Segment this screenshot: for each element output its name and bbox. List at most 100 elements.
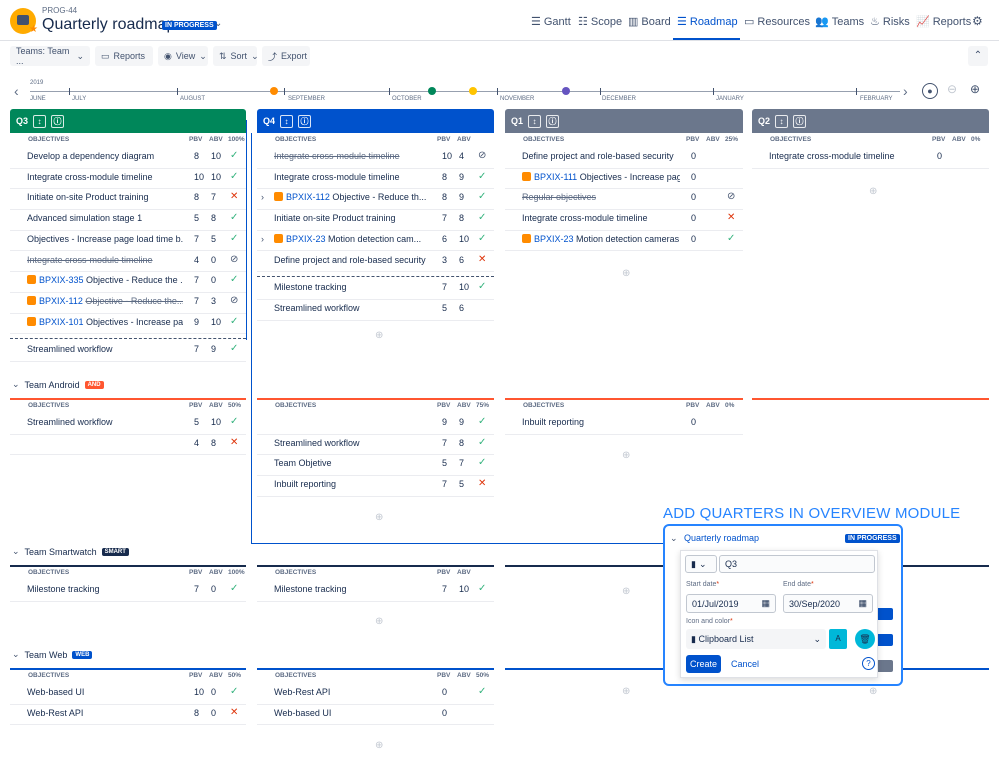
list-item[interactable]: BPXIX-111 Objectives - Increase page ...… <box>505 169 743 190</box>
add-objective-icon[interactable]: ⊕ <box>622 586 631 597</box>
issue-key[interactable]: BPXIX-111 <box>534 171 578 182</box>
objective-name[interactable]: Streamlined workflow <box>274 438 360 448</box>
quarter-name-input[interactable]: Q3 <box>719 555 875 573</box>
list-item[interactable]: Define project and role-based security 3 6… <box>257 252 494 273</box>
quarter-header-q4[interactable]: Q4 ↕ ⓘ <box>257 109 494 133</box>
reports-button[interactable]: ▭ Reports <box>95 46 153 66</box>
tab-board[interactable]: ▥ Board <box>628 15 671 29</box>
zoom-out-icon[interactable]: ⊖ <box>947 82 958 96</box>
quarter-header-q3[interactable]: Q3 ↕ ⓘ <box>10 109 246 133</box>
issue-key[interactable]: BPXIX-23 <box>286 233 326 244</box>
teams-filter-button[interactable]: Teams: Team ... ⌄ <box>10 46 90 66</box>
objective-name[interactable]: Integrate cross-module timeline <box>274 172 400 182</box>
objective-name[interactable]: Regular objectives <box>522 192 596 202</box>
end-date-input[interactable]: 30/Sep/2020 ▦ <box>783 594 873 613</box>
list-item[interactable]: 4 8 ✕ <box>10 435 246 456</box>
milestone-dot[interactable] <box>428 87 436 95</box>
sort-icon[interactable]: ↕ <box>775 114 789 128</box>
objective-name[interactable]: BPXIX-112 Objective - Reduce the... <box>27 295 183 306</box>
list-item[interactable]: Web-Rest API 8 0 ✕ <box>10 705 246 726</box>
view-button[interactable]: ◉ View ⌄ <box>158 46 208 66</box>
objective-name[interactable]: Initiate on-site Product training <box>274 213 396 223</box>
list-item[interactable]: BPXIX-335 Objective - Reduce the ... 7 0 ✓ <box>10 272 246 293</box>
calendar-icon[interactable]: ▦ <box>858 598 867 608</box>
tab-scope[interactable]: ☷ Scope <box>578 15 622 29</box>
objective-name[interactable]: Advanced simulation stage 1 <box>27 213 142 223</box>
icon-select[interactable]: ▮ ⌄ <box>685 555 717 573</box>
list-item[interactable]: Streamlined workflow 5 10 ✓ <box>10 414 246 435</box>
add-objective-icon[interactable]: ⊕ <box>869 186 878 197</box>
list-item[interactable]: Web-Rest API 0 ✓ <box>257 684 494 705</box>
star-icon[interactable]: ★ <box>29 24 38 35</box>
project-key[interactable]: PROG-44 <box>42 6 78 15</box>
chevron-down-icon[interactable]: ⌄ <box>12 649 20 659</box>
list-item[interactable]: Web-based UI 0 <box>257 705 494 726</box>
zoom-in-icon[interactable]: ⊕ <box>970 82 981 96</box>
add-objective-icon[interactable]: ⊕ <box>622 686 631 697</box>
today-target-icon[interactable]: ● <box>922 83 938 99</box>
tab-resources[interactable]: ▭ Resources <box>744 15 810 29</box>
list-item[interactable]: Define project and role-based security 0 <box>505 148 743 169</box>
tab-gantt[interactable]: ☰ Gantt <box>531 15 571 29</box>
team-header[interactable]: ⌄ Team Android AND <box>12 379 104 390</box>
objective-name[interactable]: Milestone tracking <box>274 282 347 292</box>
add-objective-icon[interactable]: ⊕ <box>622 450 631 461</box>
info-icon[interactable]: ⓘ <box>51 114 65 128</box>
list-item[interactable]: Advanced simulation stage 1 5 8 ✓ <box>10 210 246 231</box>
list-item[interactable]: › BPXIX-112 Objective - Reduce th... 8 9 ✓ <box>257 189 494 211</box>
calendar-icon[interactable]: ▦ <box>761 598 770 608</box>
list-item[interactable]: Regular objectives 0 ⊘ <box>505 189 743 211</box>
list-item[interactable]: Team Objetive 5 7 ✓ <box>257 455 494 477</box>
team-header[interactable]: ⌄ Team Smartwatch SMART <box>12 546 129 557</box>
objective-name[interactable]: Milestone tracking <box>274 584 347 594</box>
list-item[interactable]: Inbuilt reporting 7 5 ✕ <box>257 476 494 497</box>
list-item[interactable]: BPXIX-112 Objective - Reduce the... 7 3 ⊘ <box>10 293 246 314</box>
milestone-dot[interactable] <box>562 87 570 95</box>
list-item[interactable]: Milestone tracking 7 0 ✓ <box>10 581 246 602</box>
objective-name[interactable]: Initiate on-site Product training <box>27 192 149 202</box>
roadmap-link[interactable]: Quarterly roadmap <box>684 533 760 543</box>
list-item[interactable]: Initiate on-site Product training 8 7 ✕ <box>10 189 246 211</box>
tab-reports[interactable]: 📈 Reports <box>916 15 971 29</box>
objective-name[interactable]: Integrate cross-module timeline <box>522 213 648 223</box>
list-item[interactable]: Integrate cross-module timeline 4 0 ⊘ <box>10 252 246 273</box>
list-item[interactable]: Integrate cross-module timeline 0 ✕ <box>505 210 743 231</box>
issue-key[interactable]: BPXIX-112 <box>286 192 330 203</box>
objective-name[interactable]: Milestone tracking <box>27 584 100 594</box>
chevron-down-icon[interactable]: ⌄ <box>670 533 678 543</box>
list-item[interactable]: Streamlined workflow 7 8 ✓ <box>257 435 494 456</box>
milestone-dot[interactable] <box>469 87 477 95</box>
tab-risks[interactable]: ♨ Risks <box>870 15 910 29</box>
objective-name[interactable]: Streamlined workflow <box>27 344 113 354</box>
issue-key[interactable]: BPXIX-101 <box>39 316 84 327</box>
add-objective-icon[interactable]: ⊕ <box>375 616 384 627</box>
start-date-input[interactable]: 01/Jul/2019 ▦ <box>686 594 776 613</box>
milestone-dot[interactable] <box>270 87 278 95</box>
chevron-down-icon[interactable]: ⌄ <box>214 18 223 29</box>
list-item[interactable]: Initiate on-site Product training 7 8 ✓ <box>257 210 494 231</box>
objective-name[interactable]: BPXIX-23 Motion detection cameras a... <box>522 233 680 244</box>
objective-name[interactable]: Integrate cross-module timeline <box>27 255 153 265</box>
list-item[interactable]: Integrate cross-module timeline 10 10 ✓ <box>10 169 246 190</box>
objective-name[interactable]: Inbuilt reporting <box>274 479 336 489</box>
objective-name[interactable]: Web-Rest API <box>274 687 330 697</box>
timeline-next-icon[interactable]: › <box>903 83 908 99</box>
objective-name[interactable]: BPXIX-112 Objective - Reduce th... <box>274 192 426 202</box>
objective-name[interactable]: Define project and role-based security <box>522 151 674 161</box>
chevron-down-icon[interactable]: ⌄ <box>12 546 20 556</box>
objective-name[interactable]: Inbuilt reporting <box>522 417 584 427</box>
list-item[interactable]: Objectives - Increase page load time b..… <box>10 231 246 252</box>
list-item[interactable]: Inbuilt reporting 0 <box>505 414 743 435</box>
add-objective-icon[interactable]: ⊕ <box>375 740 384 751</box>
color-picker[interactable]: A <box>829 629 847 649</box>
info-icon[interactable]: ⓘ <box>793 114 807 128</box>
objective-name[interactable]: Define project and role-based security <box>274 255 426 265</box>
chevron-down-icon[interactable]: ⌄ <box>12 379 20 389</box>
objective-name[interactable]: BPXIX-335 Objective - Reduce the ... <box>27 275 183 285</box>
objective-name[interactable]: Develop a dependency diagram <box>27 151 154 161</box>
objective-name[interactable]: Web-Rest API <box>27 708 83 718</box>
create-button[interactable]: Create <box>686 655 721 673</box>
cancel-button[interactable]: Cancel <box>731 659 760 669</box>
list-item[interactable]: Integrate cross-module timeline 10 4 ⊘ <box>257 148 494 169</box>
list-item[interactable]: BPXIX-101 Objectives - Increase pa... 9 10… <box>10 314 246 335</box>
